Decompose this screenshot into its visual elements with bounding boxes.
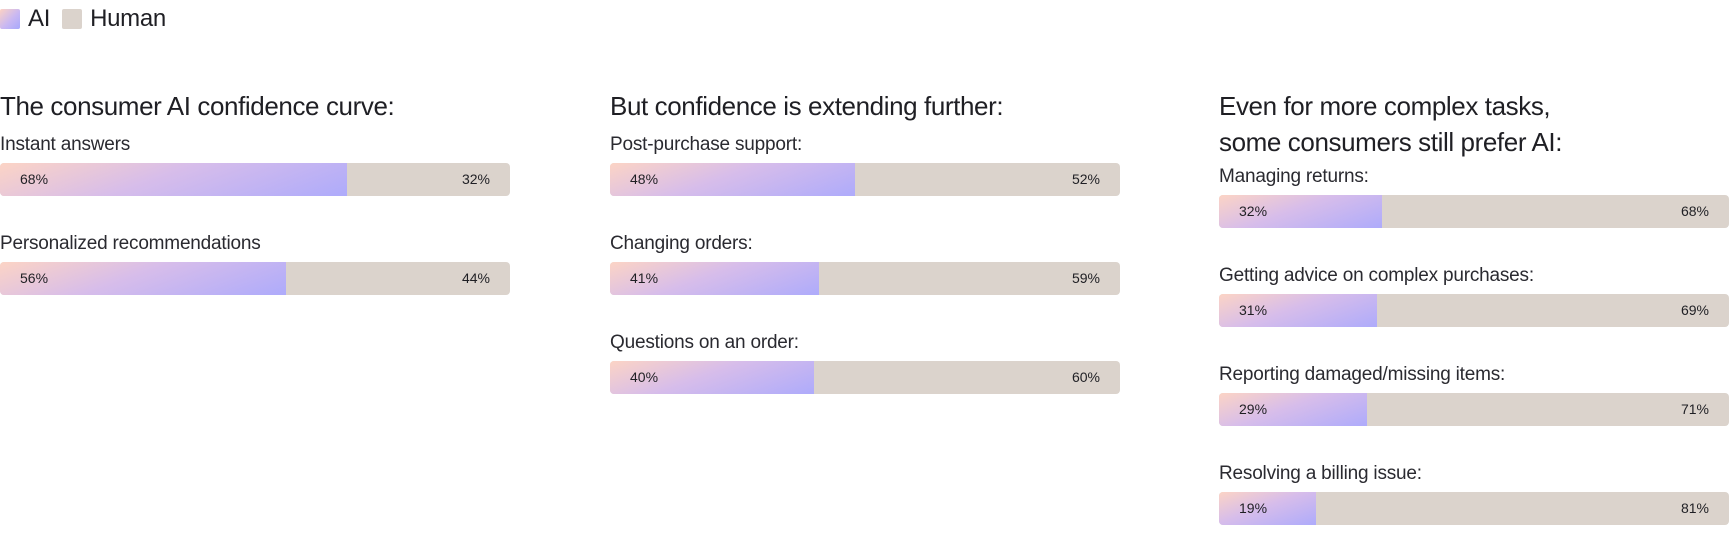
category-label: Questions on an order: <box>610 332 799 353</box>
human-percent-label: 32% <box>461 171 490 187</box>
human-percent-label: 44% <box>461 270 490 286</box>
panel-title: Even for more complex tasks, some consum… <box>1219 91 1563 157</box>
ai-bar-segment <box>610 262 820 295</box>
bar-row: Resolving a billing issue: 19% 81% <box>1219 457 1729 556</box>
chart-panel-complex-tasks: Even for more complex tasks, some consum… <box>1219 88 1729 556</box>
ai-percent-label: 31% <box>1239 302 1268 318</box>
ai-percent-label: 19% <box>1239 500 1268 516</box>
bar-row: Post-purchase support: 48% 52% <box>610 128 1120 227</box>
stacked-bar: 29% 71% <box>1219 393 1729 426</box>
ai-percent-label: 68% <box>20 171 49 187</box>
stacked-bar: 32% 68% <box>1219 195 1729 228</box>
human-bar-segment <box>1382 195 1729 228</box>
legend-swatch-ai <box>0 9 20 29</box>
ai-bar-segment <box>0 163 347 196</box>
ai-bar-segment <box>1219 294 1378 327</box>
legend-item-human: Human <box>62 5 166 33</box>
bar-row: Getting advice on complex purchases: 31% 6… <box>1219 259 1729 358</box>
ai-bar-segment <box>610 361 814 394</box>
stacked-bar: 31% 69% <box>1219 294 1729 327</box>
human-bar-segment <box>1377 294 1729 327</box>
human-percent-label: 81% <box>1680 500 1709 516</box>
bar-row: Reporting damaged/missing items: 29% 71% <box>1219 358 1729 457</box>
bar-rows: Managing returns: 32% 68% Getting advice on… <box>1219 160 1729 556</box>
ai-bar-segment <box>1219 492 1316 525</box>
category-label: Post-purchase support: <box>610 134 803 155</box>
stacked-bar: 19% 81% <box>1219 492 1729 525</box>
panel-title: But confidence is extending further: <box>610 91 1004 121</box>
chart-panel-confidence-curve: The consumer AI confidence curve: Instan… <box>0 88 510 326</box>
bar-rows: Instant answers 68% 32% Personalized recomm… <box>0 128 510 326</box>
legend-label-ai: AI <box>28 5 51 32</box>
category-label: Personalized recommendations <box>0 233 261 254</box>
stacked-bar: 48% 52% <box>610 163 1120 196</box>
ai-bar-segment <box>0 262 286 295</box>
human-percent-label: 71% <box>1680 401 1709 417</box>
ai-percent-label: 56% <box>20 270 49 286</box>
ai-bar-segment <box>1219 393 1367 426</box>
human-percent-label: 52% <box>1071 171 1100 187</box>
human-bar-segment <box>1367 393 1729 426</box>
human-percent-label: 68% <box>1680 203 1709 219</box>
legend-swatch-human <box>62 9 83 29</box>
chart-panel-extending-further: But confidence is extending further: Pos… <box>610 88 1120 425</box>
bar-row: Instant answers 68% 32% <box>0 128 510 227</box>
category-label: Resolving a billing issue: <box>1219 463 1422 484</box>
ai-bar-segment <box>1219 195 1383 228</box>
human-percent-label: 69% <box>1680 302 1709 318</box>
ai-percent-label: 29% <box>1239 401 1268 417</box>
bar-row: Changing orders: 41% 59% <box>610 227 1120 326</box>
ai-percent-label: 32% <box>1239 203 1268 219</box>
bar-row: Managing returns: 32% 68% <box>1219 160 1729 259</box>
category-label: Changing orders: <box>610 233 753 254</box>
category-label: Managing returns: <box>1219 166 1369 187</box>
ai-percent-label: 40% <box>630 369 659 385</box>
stacked-bar: 56% 44% <box>0 262 510 295</box>
category-label: Getting advice on complex purchases: <box>1219 265 1534 286</box>
stacked-bar: 40% 60% <box>610 361 1120 394</box>
ai-bar-segment <box>610 163 855 196</box>
human-percent-label: 60% <box>1071 369 1100 385</box>
category-label: Instant answers <box>0 134 131 155</box>
stacked-bar: 68% 32% <box>0 163 510 196</box>
bar-row: Questions on an order: 40% 60% <box>610 326 1120 425</box>
legend-item-ai: AI <box>0 5 50 33</box>
ai-percent-label: 48% <box>630 171 659 187</box>
category-label: Reporting damaged/missing items: <box>1219 364 1506 385</box>
human-bar-segment <box>1316 492 1729 525</box>
chart-legend: AI Human <box>0 5 178 33</box>
human-percent-label: 59% <box>1071 270 1100 286</box>
bar-rows: Post-purchase support: 48% 52% Changing ord… <box>610 128 1120 425</box>
panel-title: The consumer AI confidence curve: <box>0 91 395 121</box>
stacked-bar: 41% 59% <box>610 262 1120 295</box>
ai-percent-label: 41% <box>630 270 659 286</box>
bar-row: Personalized recommendations 56% 44% <box>0 227 510 326</box>
legend-label-human: Human <box>90 5 166 32</box>
